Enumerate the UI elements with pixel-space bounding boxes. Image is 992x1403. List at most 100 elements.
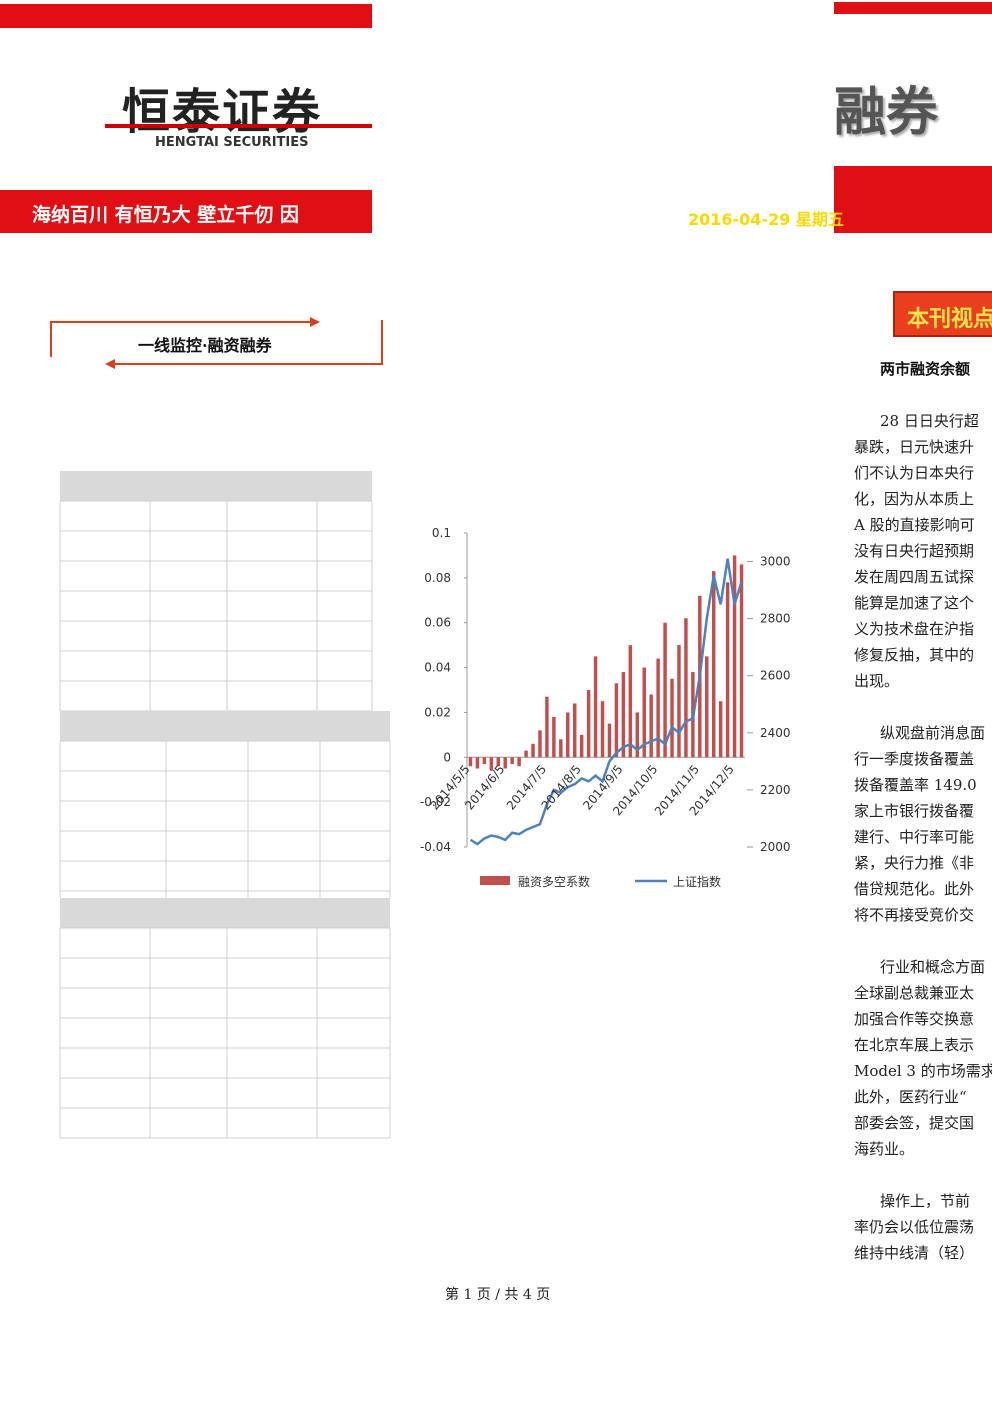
text-line: 暴跌，日元快速升 [854, 438, 975, 456]
text-line: 此外，医药行业“ [854, 1088, 967, 1106]
bar [531, 743, 535, 758]
sidebar-title-box: 本刊视点 [893, 291, 992, 337]
y-tick-label: 0.02 [424, 705, 451, 719]
title-fragment: 融券 [834, 83, 939, 143]
bar [642, 667, 646, 758]
y2-tick-label: 2600 [760, 669, 791, 683]
table-header [60, 471, 372, 501]
legend-label: 上证指数 [673, 874, 721, 889]
legend-swatch [480, 876, 510, 885]
bar [572, 703, 577, 758]
y-tick-label: 0 [443, 750, 451, 764]
bar [559, 739, 563, 758]
text-line: 化，因为从本质上 [854, 490, 975, 508]
y-tick-label: 0.04 [424, 661, 451, 675]
y2-tick-label: 2800 [760, 612, 791, 626]
text-line: Model 3 的市场需求 [854, 1062, 992, 1080]
text-line: 借贷规范化。此外 [854, 880, 975, 898]
bar [711, 571, 716, 758]
bar [656, 658, 660, 758]
slogan: 海纳百川 有恒乃大 壁立千仞 因 [32, 204, 299, 226]
text-line: 行一季度拨备覆盖 [854, 750, 975, 768]
bar [517, 757, 521, 767]
y-tick-label: 0.06 [424, 616, 451, 630]
text-line: 28 日日央行超 [880, 412, 979, 430]
chart: 0.1 0.08 0.06 0.04 0.02 0 -0.02 -0.04 3000 2800 26… [420, 526, 791, 889]
text-line: 们不认为日本央行 [854, 464, 975, 482]
line [469, 558, 743, 846]
logo-en: HENGTAI SECURITIES [155, 135, 309, 150]
section-label: 一线监控·融资融券 [138, 336, 272, 355]
bar [684, 618, 688, 758]
text-line: 拨备覆盖率 149.0 [854, 776, 977, 794]
text-line: 部委会签，提交国 [854, 1114, 975, 1132]
bar [677, 645, 681, 758]
text-line: 纵观盘前消息面 [880, 724, 986, 742]
bar [475, 757, 480, 769]
y2-tick-label: 2200 [760, 783, 791, 797]
text-line: 操作上，节前 [880, 1192, 971, 1210]
text-line: 建行、中行率可能 [854, 828, 975, 846]
bar [725, 582, 730, 758]
bar [482, 757, 487, 765]
y-tick-label: -0.02 [420, 795, 451, 809]
y-tick-label: 0.1 [432, 526, 451, 540]
text-line: 海药业。 [854, 1140, 915, 1158]
bar [635, 712, 640, 758]
bar [579, 734, 584, 758]
y2-tick-label: 2000 [760, 840, 791, 854]
text-line: 出现。 [854, 672, 900, 690]
section-frame [50, 317, 383, 369]
bar [614, 683, 619, 758]
bar [538, 730, 542, 758]
bar [510, 757, 514, 765]
logo-rule [105, 124, 372, 128]
table-header [60, 711, 390, 741]
text-line: 没有日央行超预期 [854, 542, 975, 560]
bar [621, 672, 626, 758]
bar [718, 701, 723, 758]
bar [600, 701, 605, 758]
text-line: A 股的直接影响可 [854, 516, 975, 534]
bar [705, 656, 709, 758]
text-line: 在北京车展上表示 [854, 1036, 975, 1054]
bar [649, 694, 653, 758]
bar [663, 622, 667, 758]
bar [739, 564, 744, 758]
empty-table [59, 471, 391, 1139]
header-band [834, 2, 992, 14]
table-header [60, 898, 390, 928]
bar [489, 757, 494, 771]
bar [607, 723, 612, 758]
legend-label: 融资多空系数 [518, 874, 590, 889]
bar [468, 757, 473, 767]
text-line: 紧，央行力推《非 [854, 854, 975, 872]
sidebar-headline: 两市融资余额 [880, 360, 971, 378]
text-line: 能算是加速了这个 [854, 594, 975, 612]
sidebar-title: 本刊视点 [907, 307, 992, 332]
bar [593, 656, 598, 758]
text-line: 义为技术盘在沪指 [854, 620, 975, 638]
footer: 第 1 页 / 共 4 页 [445, 1287, 551, 1303]
date-band [834, 166, 992, 233]
bar [496, 757, 501, 767]
bar [732, 555, 737, 758]
text-line: 率仍会以低位震荡 [854, 1218, 975, 1236]
text-line: 全球副总裁兼亚太 [854, 984, 975, 1002]
text-line: 家上市银行拨备覆 [854, 802, 975, 820]
logo-cn: 恒泰证券 [122, 84, 323, 140]
text-line: 修复反抽，其中的 [854, 646, 975, 664]
bar [503, 757, 507, 769]
text-line: 加强合作等交换意 [854, 1010, 975, 1028]
y2-tick-label: 3000 [760, 555, 791, 569]
bar [628, 645, 633, 758]
text-line: 行业和概念方面 [880, 958, 986, 976]
header-band [0, 4, 372, 28]
bar [524, 750, 528, 758]
bar [586, 690, 591, 758]
bar [552, 716, 556, 758]
text-line: 将不再接受竞价交 [854, 906, 975, 924]
bar [545, 696, 549, 758]
y2-tick-label: 2400 [760, 726, 791, 740]
